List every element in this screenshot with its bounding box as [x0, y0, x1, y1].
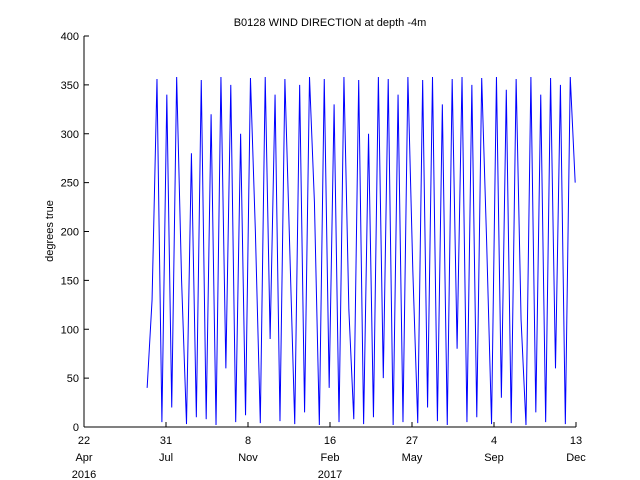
data-line [146, 77, 576, 426]
y-tick-label: 200 [61, 227, 79, 239]
y-tick-label: 50 [67, 373, 79, 385]
x-tick-label: Nov [238, 452, 258, 464]
x-tick-label: 16 [324, 435, 336, 447]
x-tick-label: May [402, 452, 423, 464]
x-tick-label: 22 [78, 435, 90, 447]
x-tick-label: 13 [570, 435, 582, 447]
x-tick-label: 27 [406, 435, 418, 447]
y-tick-label: 300 [61, 129, 79, 141]
x-tick-label: 31 [160, 435, 172, 447]
x-tick-label: 2017 [318, 469, 342, 480]
chart-title: B0128 WIND DIRECTION at depth -4m [234, 17, 427, 29]
y-tick-label: 400 [61, 31, 79, 43]
y-tick-label: 0 [73, 422, 79, 434]
x-tick-label: 4 [491, 435, 497, 447]
x-tick-label: Dec [566, 452, 586, 464]
x-tick-label: 8 [245, 435, 251, 447]
y-tick-label: 350 [61, 80, 79, 92]
y-axis-label: degrees true [44, 200, 56, 262]
x-tick-label: Sep [484, 452, 504, 464]
x-tick-label: Jul [159, 452, 173, 464]
x-tick-label: Feb [321, 452, 340, 464]
x-tick-label: Apr [75, 452, 92, 464]
y-tick-label: 100 [61, 324, 79, 336]
x-tick-label: 2016 [72, 469, 96, 480]
y-tick-label: 250 [61, 178, 79, 190]
y-tick-label: 150 [61, 275, 79, 287]
